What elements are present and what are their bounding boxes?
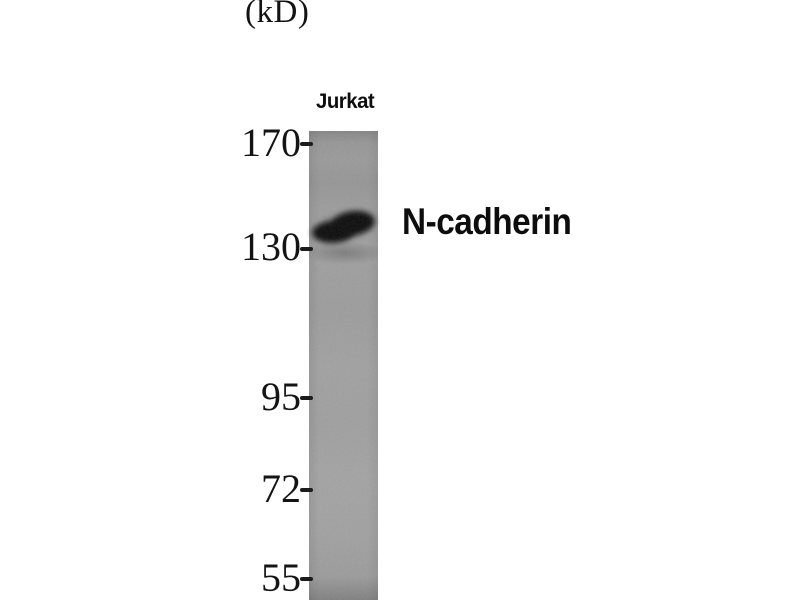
band-annotation-label: N-cadherin xyxy=(402,201,572,242)
marker-label-170: 170 xyxy=(241,120,301,165)
marker-label-130: 130 xyxy=(241,224,301,269)
lane-label-jurkat: Jurkat xyxy=(316,90,375,113)
marker-tick-95 xyxy=(300,396,313,400)
marker-label-95: 95 xyxy=(261,374,301,419)
marker-label-72: 72 xyxy=(261,466,301,511)
gel-texture xyxy=(309,131,378,600)
marker-tick-72 xyxy=(300,488,313,492)
marker-tick-130 xyxy=(300,247,313,251)
marker-tick-170 xyxy=(300,142,313,146)
marker-tick-55 xyxy=(300,577,313,581)
marker-label-55: 55 xyxy=(261,555,301,600)
unit-label: (kD) xyxy=(245,0,310,30)
gel-lane xyxy=(309,131,378,600)
